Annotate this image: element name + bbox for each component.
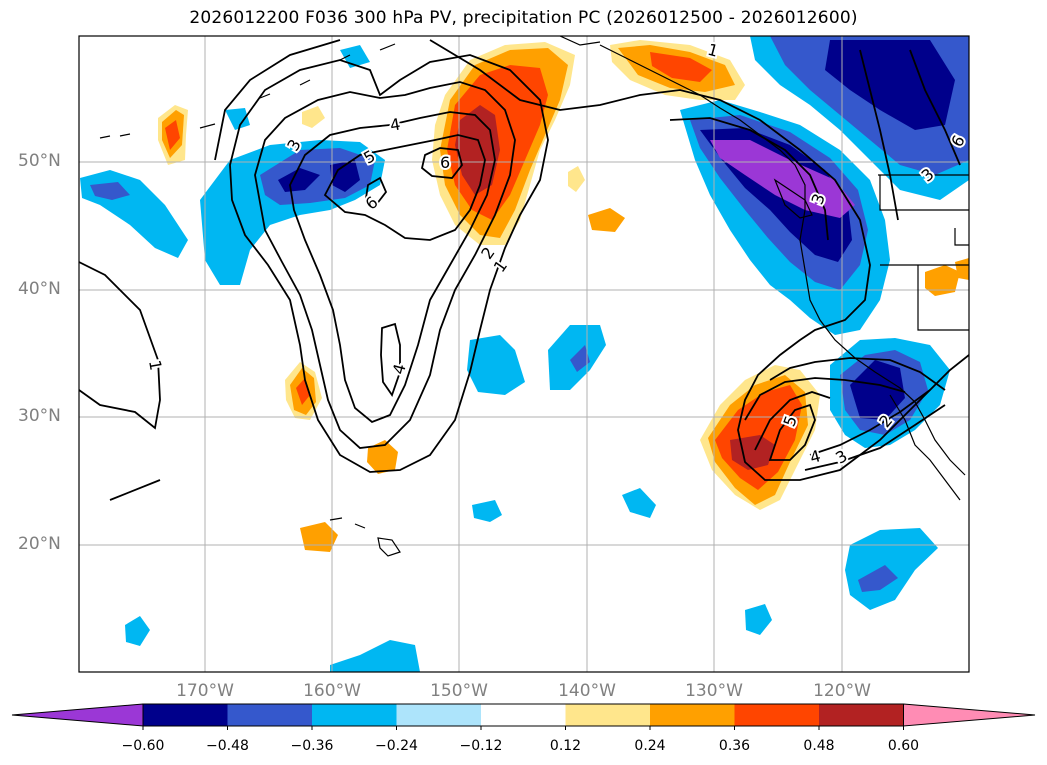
colorbar-swatch [481, 704, 566, 726]
colorbar-tick-label: 0.36 [718, 738, 751, 754]
colorbar-tick-label: 0.12 [549, 738, 582, 754]
colorbar-swatch [819, 704, 904, 726]
lon-label-120w: 120°W [813, 681, 871, 701]
negative-precip-shading [80, 36, 969, 672]
baja-coast [889, 394, 961, 501]
colorbar-tick-label: −0.60 [121, 738, 165, 754]
colorbar-swatch [227, 704, 312, 726]
pv-contour-2-se-inner [804, 404, 946, 471]
pv-contour-2-se [769, 357, 946, 391]
chart-title: 2026012200 F036 300 hPa PV, precipitatio… [189, 8, 858, 28]
pv-contour-3-se [744, 377, 906, 421]
aleutian-islands [99, 43, 396, 139]
map-frame [78, 35, 970, 673]
colorbar-tick-label: 0.48 [803, 738, 835, 754]
lon-label-150w: 150°W [430, 681, 488, 701]
pv-contour-sw [109, 479, 161, 501]
us-state-lines [879, 175, 969, 331]
colorbar-tick-label: 0.60 [887, 738, 920, 754]
pv-contour-5-ne [859, 49, 899, 221]
pv-contour-4-ne [669, 117, 829, 241]
contour-label: 6 [440, 153, 450, 172]
pv-contour-3 [254, 81, 516, 449]
colorbar-swatch [734, 704, 819, 726]
lon-label-170w: 170°W [176, 681, 234, 701]
lon-label-130w: 130°W [685, 681, 743, 701]
pv-contour-6-small [365, 176, 388, 207]
colorbar-swatch [396, 704, 481, 726]
pv-contour-4-se [754, 391, 831, 451]
colorbar-swatch [565, 704, 650, 726]
pv-contour-6-ne [909, 49, 961, 166]
pv-contour-6 [420, 147, 463, 179]
colorbar-swatch [650, 704, 735, 726]
colorbar-frame [142, 703, 904, 727]
lat-label-50n: 50°N [18, 151, 61, 171]
colorbar-extend-max [903, 703, 1036, 727]
pv-contour-3-se-inner [809, 389, 931, 456]
colorbar-extend-min [11, 703, 144, 727]
colorbar-swatch [143, 704, 228, 726]
pv-contour-1-main [214, 39, 969, 481]
lon-label-160w: 160°W [303, 681, 361, 701]
pv-contour-4 [289, 111, 496, 424]
alaska-coast [559, 36, 601, 46]
pv-contour-5 [323, 134, 486, 241]
lat-label-40n: 40°N [18, 279, 61, 299]
colorbar-tick-label: −0.36 [290, 738, 334, 754]
pv-contours [79, 39, 969, 501]
pv-contour-4-inner [380, 322, 401, 397]
pv-contour-2 [229, 54, 549, 473]
pv-contour-1-west [79, 261, 161, 430]
lat-label-30n: 30°N [18, 406, 61, 426]
colorbar-swatch [312, 704, 397, 726]
lat-label-20n: 20°N [18, 534, 61, 554]
lon-label-140w: 140°W [558, 681, 616, 701]
graticule [79, 36, 969, 672]
colorbar-tick-label: −0.24 [375, 738, 418, 754]
colorbar-tick-label: −0.12 [459, 738, 503, 754]
pv-contour-5-se [768, 403, 816, 461]
vancouver-island [773, 178, 813, 219]
hawaii-islands [329, 517, 401, 557]
colorbar-tick-label: 0.24 [634, 738, 666, 754]
colorbar-tick-label: −0.48 [206, 738, 249, 754]
